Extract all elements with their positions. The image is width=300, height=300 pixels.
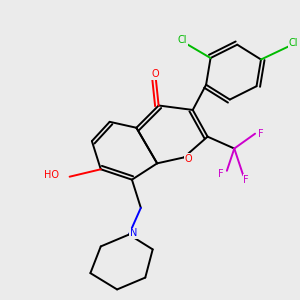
Text: F: F bbox=[258, 129, 264, 139]
Text: HO: HO bbox=[44, 170, 59, 180]
Text: F: F bbox=[218, 169, 224, 179]
Text: Cl: Cl bbox=[289, 38, 298, 48]
Text: O: O bbox=[184, 154, 192, 164]
Text: F: F bbox=[243, 175, 249, 185]
Text: O: O bbox=[152, 69, 160, 79]
Text: Cl: Cl bbox=[178, 35, 187, 45]
Text: N: N bbox=[130, 228, 137, 238]
